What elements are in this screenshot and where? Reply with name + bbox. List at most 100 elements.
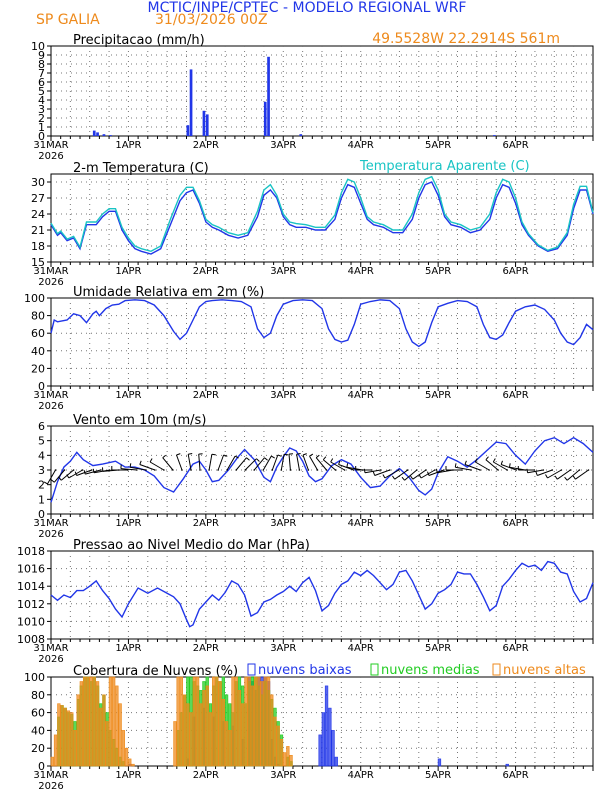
wind-barb-base xyxy=(262,469,265,471)
y-tick-label: 40 xyxy=(31,724,45,737)
y-tick-label: 0 xyxy=(38,380,45,393)
legend-swatch xyxy=(247,663,256,676)
wind-barb xyxy=(464,464,481,471)
bar xyxy=(273,716,277,767)
wind-barb xyxy=(338,464,354,471)
x-tick-label: 2APR xyxy=(193,266,219,277)
x-tick-label: 1APR xyxy=(115,643,141,654)
wind-barb-base xyxy=(54,469,57,471)
wind-barb xyxy=(130,466,146,471)
bar xyxy=(218,681,222,767)
x-year-label: 2026 xyxy=(38,781,63,792)
bar xyxy=(237,690,242,767)
wind-barb-flag xyxy=(234,455,239,459)
wind-barb xyxy=(271,454,279,471)
wind-barb-base xyxy=(461,469,463,471)
wind-barb-flag xyxy=(545,474,548,479)
legend-label: nuvens medias xyxy=(381,663,480,678)
x-year-label: 2026 xyxy=(38,151,63,162)
bar xyxy=(79,681,84,767)
bar xyxy=(318,734,322,767)
wind-barb xyxy=(537,469,553,476)
bar xyxy=(128,758,132,767)
x-tick-label: 4APR xyxy=(348,390,374,401)
bar xyxy=(124,747,129,767)
bar xyxy=(202,690,206,767)
wind-barb xyxy=(501,464,517,471)
wind-barb-flag xyxy=(296,453,301,455)
bar xyxy=(86,676,90,767)
bar xyxy=(89,676,93,767)
x-tick-label: 1APR xyxy=(115,518,141,529)
bar xyxy=(70,712,74,767)
bar xyxy=(505,763,509,767)
wind-barb-base xyxy=(280,469,283,471)
y-tick-label: 5 xyxy=(38,85,45,98)
y-tick-label: 0 xyxy=(38,130,45,143)
x-tick-label: 3APR xyxy=(270,643,296,654)
y-tick-label: 8 xyxy=(38,58,45,71)
wind-barb-flag xyxy=(92,468,95,473)
wind-barb-flag xyxy=(338,460,341,465)
x-tick-label: 31MAR xyxy=(33,266,68,277)
legend-swatch xyxy=(370,663,379,676)
wind-barb-flag xyxy=(309,453,314,457)
wind-barb-base xyxy=(145,469,147,471)
y-tick-label: 1014 xyxy=(17,580,45,593)
wind-barb-base xyxy=(370,469,373,471)
bar xyxy=(115,685,119,767)
bar xyxy=(183,694,187,767)
bar xyxy=(105,721,109,767)
wind-barb-flag xyxy=(176,453,181,456)
wind-barb-base xyxy=(352,469,355,471)
wind-barb xyxy=(120,468,137,471)
bar xyxy=(260,681,264,767)
x-year-label: 2026 xyxy=(38,654,63,665)
wind-barb-base xyxy=(226,469,228,471)
wind-barb-flag xyxy=(284,453,289,456)
wind-barb-base xyxy=(199,469,201,471)
wind-barb-base xyxy=(407,469,409,471)
x-tick-label: 31MAR xyxy=(33,140,68,151)
bar xyxy=(215,676,219,767)
panel-3: 0 20 40 60 80 100 31MAR 1APR 2APR 3APR 4APR 5APR 6AP… xyxy=(24,285,594,412)
y-tick-label: 1 xyxy=(38,493,45,506)
panel-title: 2-m Temperatura (C) xyxy=(73,161,209,176)
bar xyxy=(228,730,232,767)
bar xyxy=(276,725,280,767)
bar xyxy=(221,698,226,767)
y-tick-label: 1012 xyxy=(17,598,45,611)
bar xyxy=(282,752,287,767)
y-tick-label: 1 xyxy=(38,121,45,134)
wind-barb-flag xyxy=(363,468,366,473)
wind-barb-base xyxy=(551,469,554,471)
wind-barb xyxy=(208,454,213,471)
wind-barb-flag xyxy=(464,460,467,465)
bar xyxy=(121,730,126,767)
wind-barb-flag xyxy=(535,471,538,476)
bar xyxy=(267,56,270,136)
wind-barb xyxy=(493,461,508,471)
x-tick-label: 6APR xyxy=(502,518,528,529)
y-tick-label: 80 xyxy=(31,310,45,323)
wind-barb xyxy=(322,459,336,471)
wind-barb-base xyxy=(533,469,536,471)
y-tick-label: 2 xyxy=(38,479,45,492)
x-tick-label: 3APR xyxy=(270,266,296,277)
wind-barb-flag xyxy=(277,454,282,457)
wind-barb-base xyxy=(506,469,509,471)
bar xyxy=(205,114,209,136)
panel-4: 0 12 3 45 6 31MAR 1APR 2APR 3APR 4APR 5APR 6APR 2026… xyxy=(33,413,594,540)
bar xyxy=(289,754,293,767)
bar xyxy=(186,703,190,767)
series-line xyxy=(50,181,594,255)
bar xyxy=(199,703,203,767)
wind-barb-flag xyxy=(149,458,153,463)
wind-barb xyxy=(557,469,571,480)
wind-barb-flag xyxy=(554,475,558,480)
bar xyxy=(254,676,258,767)
legend-apparent-temp: Temperatura Aparente (C) xyxy=(359,159,530,174)
panel-title: Umidade Relativa em 2m (%) xyxy=(73,285,264,300)
wind-barb xyxy=(296,454,300,471)
